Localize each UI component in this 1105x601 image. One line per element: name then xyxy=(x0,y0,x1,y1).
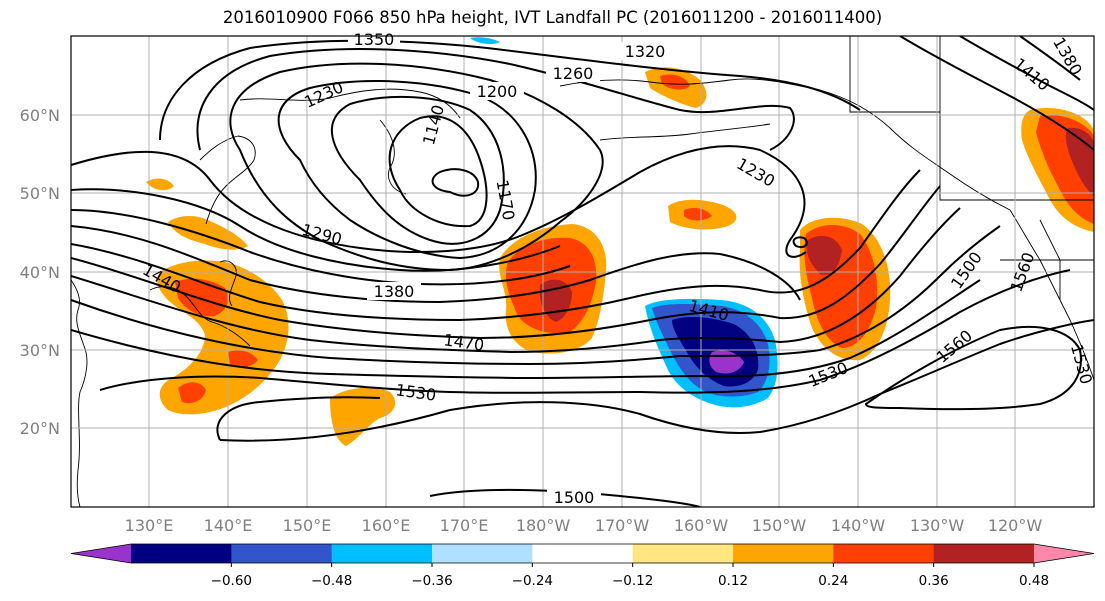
lon-label: 170°W xyxy=(595,516,650,535)
lat-label: 30°N xyxy=(20,341,60,360)
svg-text:1170: 1170 xyxy=(493,178,519,221)
contour-label: 1170 xyxy=(493,178,519,221)
lon-label: 120°W xyxy=(988,516,1043,535)
lat-label: 50°N xyxy=(20,184,60,203)
colorbar-tick-label: 0.12 xyxy=(718,573,748,589)
shade-ne-pacific-dark xyxy=(806,235,842,275)
lon-label: 160°E xyxy=(362,516,411,535)
svg-text:1530: 1530 xyxy=(394,380,437,404)
lon-label: 170°E xyxy=(440,516,489,535)
colorbar-tick-label: 0.48 xyxy=(1019,573,1049,589)
lon-label: 160°W xyxy=(674,516,729,535)
svg-text:1230: 1230 xyxy=(301,77,346,111)
contour-label: 1380 xyxy=(1049,34,1086,79)
height-contours xyxy=(71,36,1094,507)
contour-label: 1200 xyxy=(470,82,524,101)
colorbar-segment xyxy=(733,544,834,563)
lon-label: 140°E xyxy=(204,516,253,535)
contour-label: 1500 xyxy=(547,488,601,507)
shade-blue-speck xyxy=(470,37,500,45)
svg-text:1380: 1380 xyxy=(374,282,415,301)
contour-label: 1500 xyxy=(947,248,986,292)
svg-text:1470: 1470 xyxy=(442,330,485,354)
colorbar-tick-label: −0.60 xyxy=(211,573,252,589)
colorbar-ticks: −0.60 −0.48 −0.36 −0.24 −0.12 0.12 0.24 0.36 0.4… xyxy=(211,563,1049,589)
colorbar-tick-label: −0.24 xyxy=(512,573,553,589)
colorbar-segment xyxy=(331,544,433,563)
svg-text:1230: 1230 xyxy=(733,154,778,191)
contour-label: 1470 xyxy=(442,330,485,354)
colorbar-tick-label: −0.48 xyxy=(311,573,352,589)
lon-label: 150°E xyxy=(283,516,332,535)
colorbar-tick-label: 0.24 xyxy=(818,573,848,589)
lon-label: 130°W xyxy=(910,516,965,535)
contour-labels: 1350 1320 1260 1230 1200 1140 1170 1230 … xyxy=(139,30,1096,507)
shade-japan-core3 xyxy=(228,350,258,368)
colorbar-segment xyxy=(532,544,634,563)
contour-label: 1230 xyxy=(301,77,346,111)
contour-label: 1380 xyxy=(367,282,421,301)
colorbar-outline xyxy=(70,543,1095,564)
contour-label: 1290 xyxy=(300,220,344,249)
graticule xyxy=(71,36,1094,507)
contour-label: 1260 xyxy=(546,64,600,83)
svg-text:1200: 1200 xyxy=(477,82,518,101)
colorbar-tick-label: −0.12 xyxy=(612,573,653,589)
contour-label: 1530 xyxy=(394,380,437,404)
map-frame xyxy=(70,35,1095,508)
svg-text:1140: 1140 xyxy=(419,103,448,147)
lat-label: 60°N xyxy=(20,106,60,125)
shade-gulf-small-red xyxy=(684,208,712,221)
colorbar-segment xyxy=(632,544,734,563)
svg-text:1560: 1560 xyxy=(933,326,976,367)
contour-label: 1530 xyxy=(1067,342,1096,386)
colorbar-segment xyxy=(933,544,1035,563)
contour-label: 1320 xyxy=(618,42,672,61)
svg-text:1530: 1530 xyxy=(806,358,851,391)
longitude-labels: 130°E 140°E 150°E 160°E 170°E 180°W 170°… xyxy=(125,516,1043,535)
svg-text:1260: 1260 xyxy=(553,64,594,83)
lon-label: 140°W xyxy=(831,516,886,535)
shade-mid-pacific xyxy=(330,387,396,446)
svg-text:1500: 1500 xyxy=(947,248,986,292)
svg-text:1530: 1530 xyxy=(1067,342,1096,386)
shade-alaska-red xyxy=(660,74,690,90)
coastlines xyxy=(71,36,1094,507)
svg-text:1380: 1380 xyxy=(1049,34,1086,79)
colorbar-extend-low xyxy=(71,544,131,563)
contour-label: 1140 xyxy=(419,103,448,147)
colorbar-segment xyxy=(231,544,333,563)
colorbar-extend-high xyxy=(1034,544,1094,563)
svg-text:1500: 1500 xyxy=(554,488,595,507)
svg-text:1350: 1350 xyxy=(354,30,395,49)
svg-text:1290: 1290 xyxy=(300,220,344,249)
lat-label: 20°N xyxy=(20,419,60,438)
colorbar: −0.60 −0.48 −0.36 −0.24 −0.12 0.12 0.24 0.36 0.4… xyxy=(70,543,1095,589)
colorbar-segments xyxy=(70,543,1095,564)
lat-label: 40°N xyxy=(20,263,60,282)
shade-kuril xyxy=(168,216,248,250)
colorbar-tick-label: 0.36 xyxy=(919,573,949,589)
lon-label: 130°E xyxy=(125,516,174,535)
contour-label: 1350 xyxy=(348,30,400,49)
contour-label: 1410 xyxy=(1010,54,1053,95)
colorbar-segment xyxy=(131,544,232,563)
colorbar-tick-label: −0.36 xyxy=(411,573,452,589)
contour-label: 1230 xyxy=(733,154,778,191)
latitude-labels: 60°N 50°N 40°N 30°N 20°N xyxy=(20,106,60,438)
svg-text:1320: 1320 xyxy=(625,42,666,61)
contour-label: 1560 xyxy=(933,326,976,367)
colorbar-segment xyxy=(833,544,935,563)
shade-japan-core2 xyxy=(178,382,206,404)
lon-label: 180°W xyxy=(516,516,571,535)
colorbar-segment xyxy=(432,544,533,563)
map-title: 2016010900 F066 850 hPa height, IVT Land… xyxy=(222,8,883,27)
lon-label: 150°W xyxy=(752,516,807,535)
svg-text:1410: 1410 xyxy=(1010,54,1053,95)
contour-label: 1530 xyxy=(806,358,851,391)
shade-kamchatka xyxy=(146,178,174,191)
